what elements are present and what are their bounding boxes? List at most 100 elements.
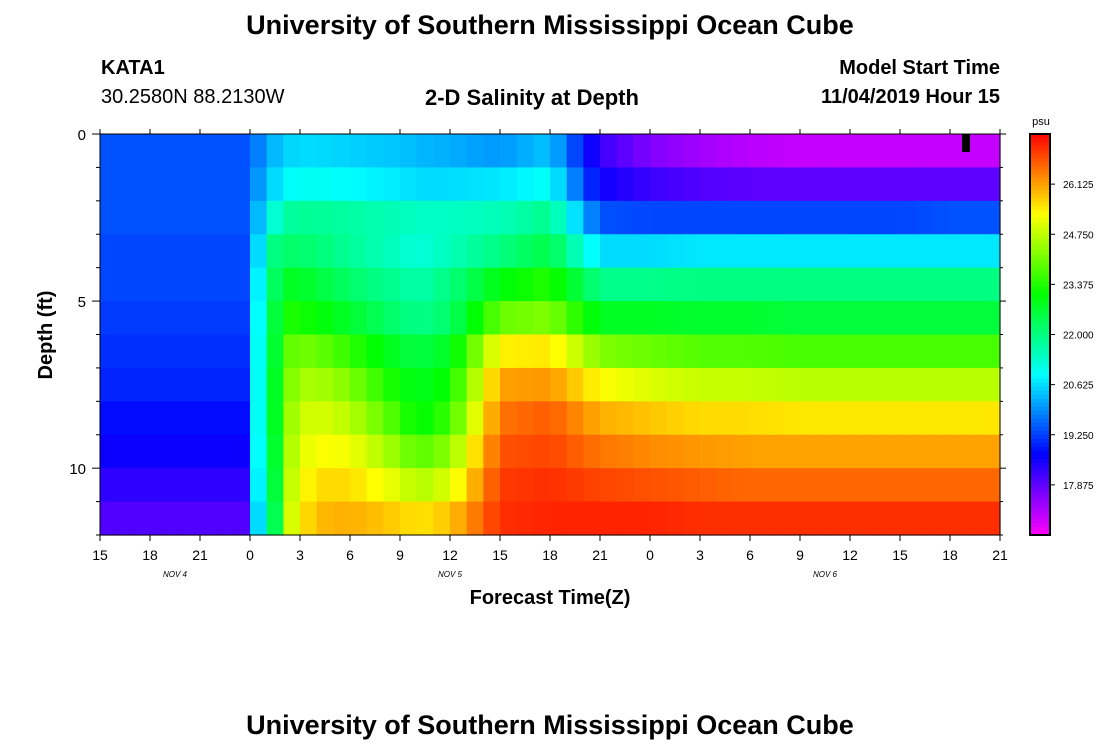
heatmap-cell: [716, 200, 734, 235]
heatmap-cell: [966, 367, 984, 402]
heatmap-cell: [983, 334, 1001, 369]
colorbar-segment: [1030, 310, 1050, 316]
colorbar-segment: [1030, 390, 1050, 396]
heatmap-cell: [533, 200, 551, 235]
heatmap-cell: [516, 334, 534, 369]
colorbar-segment: [1030, 182, 1050, 187]
heatmap-cell: [133, 367, 151, 402]
heatmap-cell: [700, 401, 718, 436]
heatmap-cell: [766, 401, 784, 436]
heatmap-cell: [166, 401, 184, 436]
heatmap-cell: [266, 200, 284, 235]
heatmap-cell: [500, 501, 518, 536]
heatmap-cell: [333, 468, 351, 503]
heatmap-cell: [550, 434, 568, 469]
heatmap-cell: [300, 267, 318, 302]
heatmap-cell: [466, 234, 484, 269]
heatmap-cell: [800, 200, 818, 235]
heatmap-cell: [350, 301, 368, 336]
heatmap-cell: [200, 267, 218, 302]
heatmap-cell: [400, 301, 418, 336]
colorbar-segment: [1030, 218, 1050, 223]
heatmap-cell: [183, 367, 201, 402]
heatmap-cell: [900, 401, 918, 436]
heatmap-cell: [416, 401, 434, 436]
heatmap-cell: [500, 401, 518, 436]
heatmap-cell: [300, 234, 318, 269]
colorbar-segment: [1030, 382, 1050, 388]
heatmap-cell: [766, 334, 784, 369]
heatmap-cell: [150, 367, 168, 402]
heatmap-cell: [300, 134, 318, 169]
heatmap-cell: [500, 200, 518, 235]
heatmap-cell: [850, 468, 868, 503]
heatmap-cell: [833, 167, 851, 202]
heatmap-cell: [733, 501, 751, 536]
heatmap-cell: [816, 501, 834, 536]
heatmap-cell: [716, 401, 734, 436]
heatmap-cell: [600, 367, 618, 402]
x-tick-label: 9: [796, 547, 804, 563]
colorbar-segment: [1030, 274, 1050, 279]
heatmap-cell: [283, 401, 301, 436]
heatmap-cells: [100, 134, 1001, 536]
colorbar-segment: [1030, 222, 1050, 227]
heatmap-cell: [816, 401, 834, 436]
heatmap-cell: [633, 167, 651, 202]
heatmap-cell: [600, 234, 618, 269]
colorbar-segment: [1030, 402, 1050, 408]
heatmap-cell: [900, 267, 918, 302]
heatmap-cell: [466, 334, 484, 369]
heatmap-cell: [416, 134, 434, 169]
heatmap-cell: [900, 167, 918, 202]
heatmap-cell: [416, 334, 434, 369]
heatmap-cell: [766, 267, 784, 302]
colorbar-segment: [1030, 262, 1050, 267]
heatmap-cell: [516, 200, 534, 235]
heatmap-cell: [550, 301, 568, 336]
heatmap-cell: [950, 334, 968, 369]
heatmap-cell: [233, 167, 251, 202]
heatmap-cell: [916, 200, 934, 235]
heatmap-cell: [983, 167, 1001, 202]
colorbar-segment: [1030, 178, 1050, 183]
heatmap-cell: [316, 167, 334, 202]
colorbar-segment: [1030, 162, 1050, 167]
heatmap-cell: [250, 167, 268, 202]
colorbar-segment: [1030, 370, 1050, 376]
heatmap-cell: [533, 134, 551, 169]
heatmap-cell: [583, 401, 601, 436]
heatmap-cell: [816, 367, 834, 402]
heatmap-cell: [650, 234, 668, 269]
heatmap-cell: [616, 267, 634, 302]
heatmap-cell: [450, 501, 468, 536]
heatmap-cell: [516, 501, 534, 536]
heatmap-cell: [916, 434, 934, 469]
heatmap-cell: [633, 434, 651, 469]
colorbar-segment: [1030, 342, 1050, 348]
heatmap-cell: [600, 267, 618, 302]
heatmap-cell: [433, 434, 451, 469]
heatmap-cell: [350, 468, 368, 503]
heatmap-cell: [250, 200, 268, 235]
heatmap-cell: [383, 401, 401, 436]
heatmap-cell: [950, 234, 968, 269]
heatmap-cell: [750, 434, 768, 469]
colorbar-segment: [1030, 438, 1050, 444]
colorbar-segment: [1030, 306, 1050, 312]
heatmap-cell: [616, 334, 634, 369]
heatmap-cell: [683, 334, 701, 369]
heatmap-cell: [766, 200, 784, 235]
current-time-marker: [962, 134, 970, 152]
heatmap-cell: [733, 401, 751, 436]
heatmap-cell: [733, 234, 751, 269]
heatmap-cell: [600, 468, 618, 503]
heatmap-cell: [200, 334, 218, 369]
heatmap-cell: [600, 134, 618, 169]
heatmap-cell: [466, 167, 484, 202]
heatmap-cell: [466, 367, 484, 402]
heatmap-cell: [133, 468, 151, 503]
heatmap-cell: [650, 301, 668, 336]
heatmap-cell: [400, 134, 418, 169]
heatmap-cell: [233, 334, 251, 369]
